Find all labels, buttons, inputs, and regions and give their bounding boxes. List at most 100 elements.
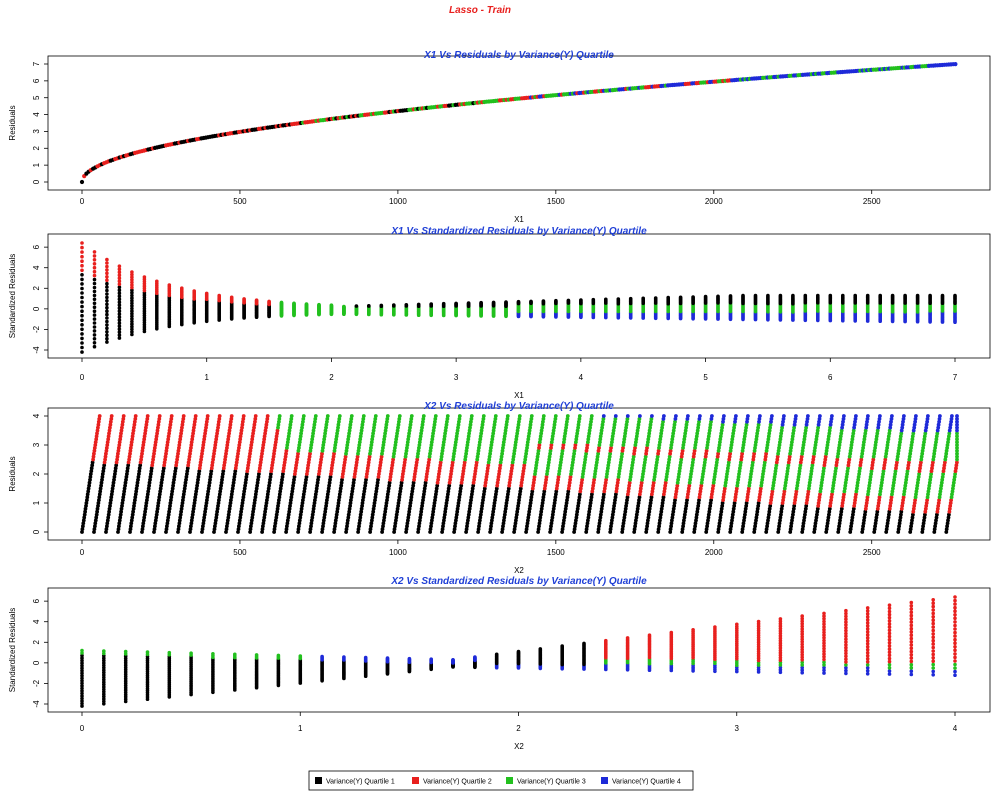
- data-point-q1: [117, 330, 122, 334]
- data-point-q1: [130, 330, 134, 334]
- data-point-q1: [80, 341, 84, 345]
- data-point-q1: [92, 289, 97, 294]
- data-point-q2: [80, 245, 84, 250]
- plot-frame: [47, 233, 991, 359]
- data-point-q3: [277, 414, 282, 418]
- x-tick-label: 7: [953, 373, 958, 382]
- plot-frame: [47, 55, 991, 191]
- data-point-q2: [117, 267, 122, 272]
- data-point-q1: [791, 293, 795, 298]
- data-point-q4: [770, 414, 774, 418]
- data-point-q1: [566, 298, 571, 303]
- data-point-q1: [130, 293, 134, 298]
- data-point-q3: [541, 414, 546, 418]
- data-point-q1: [117, 303, 122, 307]
- data-point-q3: [301, 414, 306, 418]
- data-point-q1: [130, 324, 134, 329]
- data-point-q2: [133, 414, 138, 418]
- data-point-q2: [117, 279, 122, 284]
- data-point-q1: [105, 326, 109, 331]
- data-point-q3: [589, 414, 594, 418]
- data-point-q4: [794, 414, 798, 418]
- data-point-q1: [454, 301, 458, 306]
- data-point-q3: [289, 414, 294, 418]
- y-tick-label: 1: [32, 500, 41, 505]
- data-point-q4: [613, 414, 618, 418]
- x-tick-label: 5: [703, 373, 708, 382]
- data-point-q1: [130, 304, 134, 308]
- data-point-q2: [142, 275, 147, 279]
- data-point-q3: [349, 414, 354, 418]
- data-point-q1: [105, 305, 109, 310]
- data-point-q1: [130, 327, 134, 332]
- data-point-q2: [193, 414, 198, 418]
- data-point-q1: [130, 296, 134, 300]
- data-point-q1: [130, 291, 134, 295]
- data-point-q2: [181, 414, 186, 418]
- data-point-q1: [105, 312, 109, 317]
- x-tick-label: 2000: [705, 197, 723, 206]
- data-point-q2: [117, 273, 122, 278]
- data-point-q1: [80, 336, 84, 341]
- data-point-q1: [703, 294, 708, 299]
- data-point-q1: [130, 288, 134, 293]
- data-point-q1: [130, 306, 134, 311]
- data-point-q1: [841, 293, 845, 298]
- data-point-q1: [80, 277, 84, 282]
- data-point-q4: [953, 62, 958, 67]
- data-point-q1: [753, 293, 758, 298]
- data-point-q1: [130, 322, 134, 326]
- data-point-q1: [117, 297, 122, 302]
- x-tick-label: 1500: [547, 197, 565, 206]
- y-tick-label: 2: [32, 471, 41, 476]
- data-point-q2: [267, 299, 271, 304]
- data-point-q1: [130, 319, 134, 324]
- data-point-q1: [828, 293, 833, 298]
- data-point-q3: [292, 301, 296, 306]
- data-point-q2: [130, 275, 134, 280]
- data-point-q1: [105, 323, 109, 327]
- data-point-q1: [354, 304, 359, 308]
- data-point-q1: [579, 298, 583, 302]
- data-point-q2: [121, 414, 126, 418]
- data-point-q2: [105, 264, 109, 269]
- data-point-q2: [92, 265, 97, 270]
- data-point-q4: [866, 414, 870, 418]
- data-point-q1: [117, 327, 122, 331]
- data-point-q1: [691, 295, 695, 299]
- x-tick-label: 3: [454, 373, 459, 382]
- data-point-q1: [117, 315, 122, 319]
- data-point-q2: [229, 295, 234, 300]
- data-point-q4: [674, 414, 678, 418]
- data-point-q4: [686, 414, 690, 418]
- data-point-q1: [92, 321, 97, 325]
- data-point-q2: [105, 261, 109, 265]
- data-point-q1: [504, 300, 508, 304]
- data-point-q1: [117, 312, 122, 316]
- data-point-q4: [698, 414, 702, 418]
- data-point-q3: [481, 414, 486, 418]
- data-point-q4: [734, 414, 738, 418]
- data-point-q1: [479, 300, 483, 305]
- data-point-q1: [105, 336, 109, 341]
- data-point-q1: [653, 296, 658, 300]
- y-axis-label: Standardized Residuals: [8, 254, 17, 339]
- data-point-q4: [601, 414, 606, 418]
- y-tick-label: 4: [32, 265, 41, 270]
- data-point-q1: [79, 179, 85, 185]
- data-point-q1: [666, 295, 670, 300]
- data-point-q2: [192, 289, 196, 293]
- data-point-q1: [92, 301, 97, 306]
- data-point-q4: [710, 414, 714, 418]
- data-point-q1: [392, 303, 396, 307]
- data-point-q1: [92, 317, 97, 321]
- x-tick-label: 0: [80, 197, 85, 206]
- data-point-q4: [650, 414, 654, 418]
- x-axis-label: X1: [514, 215, 524, 224]
- data-point-q1: [591, 297, 596, 302]
- data-point-q3: [329, 303, 334, 308]
- data-point-q2: [92, 254, 97, 258]
- data-point-q2: [105, 257, 109, 262]
- data-point-q3: [517, 414, 522, 418]
- x-axis-label: X2: [514, 566, 524, 575]
